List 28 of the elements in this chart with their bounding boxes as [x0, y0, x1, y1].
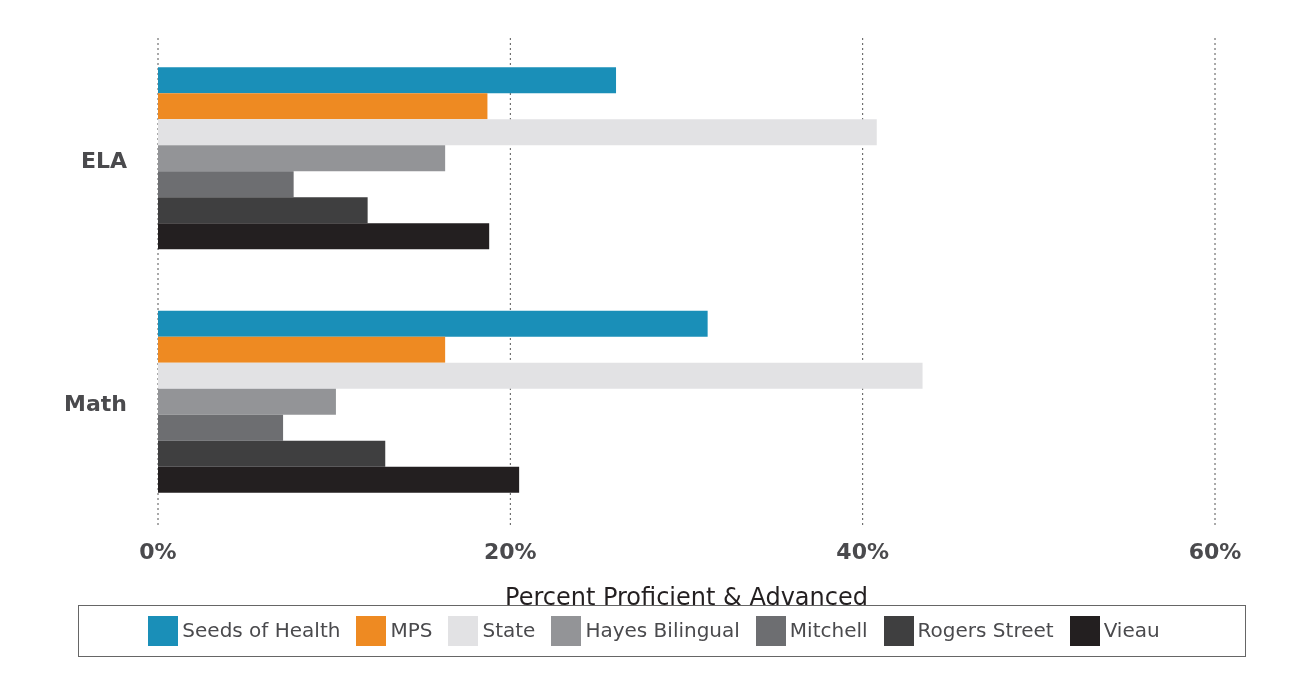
x-tick-label: 60%: [1188, 538, 1242, 564]
x-tick-label: 40%: [836, 538, 889, 564]
bar: [158, 119, 877, 146]
legend-label: Vieau: [1103, 617, 1160, 642]
y-tick-label: Math: [64, 391, 127, 417]
bar: [158, 414, 284, 441]
y-tick-label: ELA: [80, 147, 127, 173]
legend-label: MPS: [390, 617, 433, 642]
bar: [158, 310, 708, 337]
bar: [158, 223, 490, 250]
bar: [158, 93, 488, 120]
x-tick-label: 20%: [484, 538, 537, 564]
legend-label: Hayes Bilingual: [585, 617, 740, 642]
bar: [158, 145, 446, 172]
bar: [158, 171, 294, 198]
bar: [158, 336, 446, 363]
bar: [158, 440, 386, 467]
legend-label: Mitchell: [789, 617, 868, 642]
bar: [158, 388, 336, 415]
x-tick-label: 0%: [139, 538, 177, 564]
legend-label: State: [482, 617, 536, 642]
bar: [158, 67, 617, 94]
bar: [158, 466, 520, 493]
bar: [158, 362, 923, 389]
x-axis-title: Percent Proficient & Advanced: [505, 583, 868, 611]
legend-label: Seeds of Health: [182, 617, 341, 642]
legend-label: Rogers Street: [917, 617, 1054, 642]
bar: [158, 197, 368, 224]
